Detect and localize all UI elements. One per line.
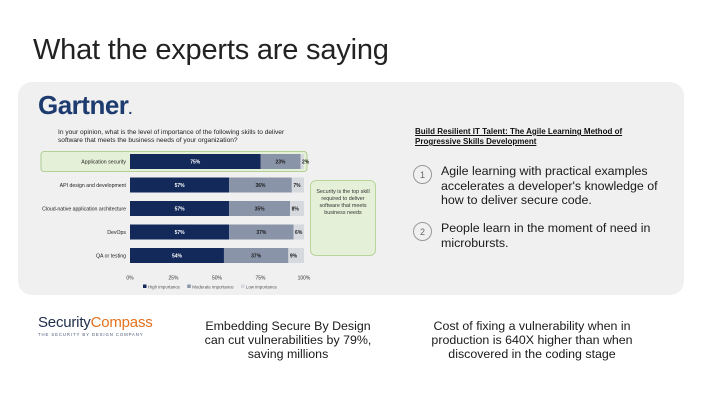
slide-title: What the experts are saying (33, 34, 389, 66)
point-1-text: Agile learning with practical examples a… (441, 164, 658, 207)
logo-main-text: Security (38, 314, 91, 331)
data-label: 6% (295, 230, 303, 236)
bar-segment (229, 177, 292, 193)
data-label: 35% (255, 207, 266, 213)
number-badge-1: 1 (413, 165, 432, 184)
data-label: 57% (175, 207, 186, 213)
category-label: QA or testing (96, 254, 126, 260)
legend-label: Moderate importance (192, 285, 234, 290)
data-label: 57% (175, 183, 186, 189)
category-label: Application security (81, 160, 126, 166)
point-1: 1 Agile learning with practical examples… (413, 164, 663, 208)
gartner-logo-dot: . (128, 101, 132, 117)
bar-segment (130, 224, 230, 240)
category-label: DevOps (107, 230, 126, 236)
category-label: Cloud-native application architecture (42, 207, 126, 213)
gartner-logo: Gartner. (38, 90, 132, 121)
bar-segment (300, 154, 304, 169)
bar-segment (229, 224, 294, 240)
number-badge-2: 2 (413, 222, 432, 241)
article-heading: Build Resilient IT Talent: The Agile Lea… (415, 127, 623, 146)
x-tick-label: 50% (212, 276, 223, 282)
data-label: 8% (292, 207, 300, 213)
data-label: 57% (175, 230, 186, 236)
bar-segment (229, 201, 291, 216)
point-2-text: People learn in the moment of need in mi… (441, 221, 651, 250)
data-label: 7% (293, 183, 301, 189)
legend-swatch (187, 284, 191, 288)
survey-question: In your opinion, what is the level of im… (58, 129, 285, 145)
bar-segment (260, 154, 301, 169)
point-2: 2 People learn in the moment of need in … (413, 221, 663, 250)
data-label: 37% (256, 230, 267, 236)
legend-swatch (240, 284, 245, 288)
bar-segment (293, 224, 304, 240)
bar-segment (290, 201, 304, 216)
data-label: 36% (255, 183, 266, 189)
logo-tagline: THE SECURITY BY DESIGN COMPANY (38, 332, 144, 337)
bar-segment (223, 248, 289, 263)
x-tick-label: 100% (298, 276, 311, 282)
bar-segment (288, 248, 304, 263)
logo-accent-text: Compass (90, 314, 153, 331)
bar-segment (130, 201, 230, 216)
legend-label: Low importance (246, 285, 278, 290)
data-label: 54% (172, 254, 183, 260)
data-label: 23% (276, 160, 287, 166)
data-label: 37% (251, 254, 262, 260)
legend-label: High importance (148, 285, 181, 290)
x-tick-label: 0% (126, 276, 134, 282)
legend-swatch (143, 284, 147, 288)
bar-segment (291, 177, 304, 193)
bar-segment (130, 177, 230, 193)
x-tick-label: 25% (168, 276, 179, 282)
bar-segment (130, 248, 224, 263)
x-tick-label: 75% (255, 276, 266, 282)
category-label: API design and development (60, 183, 127, 189)
data-label: 9% (290, 254, 298, 260)
callout-box: Security is the top skill required to de… (310, 180, 376, 256)
bar-segment (130, 154, 261, 169)
data-label: 75% (190, 160, 201, 166)
stat-cost-of-fixing: Cost of fixing a vulnerability when in p… (431, 319, 633, 361)
stat-secure-by-design: Embedding Secure By Design can cut vulne… (204, 319, 372, 361)
data-label: 2% (302, 160, 310, 166)
stacked-bar-chart: Application security 75% 23% 2% API design a… (40, 151, 311, 290)
security-compass-logo: SecurityCompass THE SECURITY BY DESIGN C… (38, 314, 153, 337)
gartner-logo-text: Gartner (38, 90, 129, 120)
